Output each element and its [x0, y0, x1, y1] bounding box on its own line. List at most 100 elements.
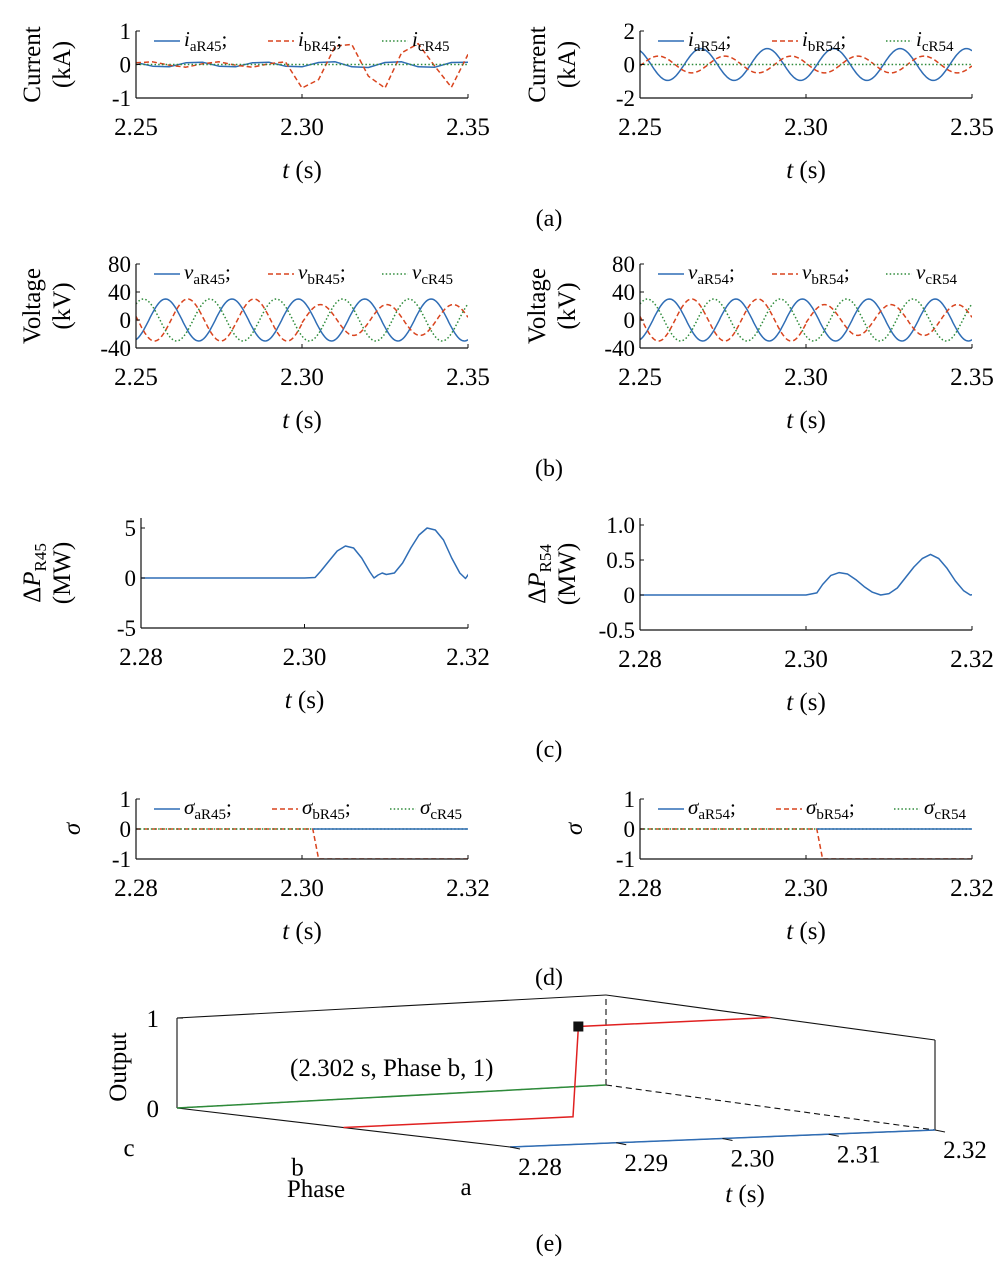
legend-label-cR54: σcR54: [924, 795, 967, 823]
legend-sub: aR54: [698, 807, 730, 823]
series-group-c_left: [141, 527, 468, 580]
x-tick-label: 2.30: [731, 1146, 775, 1173]
x-tick-label: 2.32: [446, 644, 490, 671]
series-b-d_right-0: [640, 828, 972, 859]
legend-a_left: iaR45; ibR45; icR45: [154, 27, 450, 55]
x-tick-label: 2.31: [837, 1141, 881, 1168]
legend-sub: cR45: [421, 272, 453, 288]
legend-sub: bR45: [312, 807, 345, 823]
x-axis-label-3d: t (s): [725, 1181, 765, 1208]
series-b-3d: [343, 1016, 771, 1129]
legend-label-cR45: vcR45: [412, 260, 453, 288]
x-tick-label: 2.30: [283, 644, 327, 671]
legend-sub: aR45: [190, 39, 222, 55]
legend-label-aR45: σaR45;: [184, 795, 232, 823]
y-tick-label: 40: [612, 280, 635, 305]
legend-label-aR54: σaR54;: [688, 795, 736, 823]
legend-sub: cR54: [925, 272, 957, 288]
x-tick: [828, 1133, 839, 1137]
captions-layer: (a) (b) (c) (d) (e): [535, 206, 563, 1257]
t-unit: (s): [289, 157, 322, 184]
legend-label-bR54: σbR54;: [806, 795, 855, 823]
y-axis-unit-c_right: (MW): [554, 543, 581, 605]
x-tick-label: 2.35: [950, 364, 994, 391]
t-unit: (s): [289, 918, 322, 945]
legend-var: σ: [924, 795, 936, 819]
phase-label-c: c: [123, 1135, 134, 1162]
p-sub: R45: [31, 543, 50, 571]
y-tick-label: 1.0: [606, 513, 635, 538]
legend-b_left: vaR45; vbR45; vcR45: [154, 260, 453, 288]
y-tick-label: 40: [108, 280, 131, 305]
phase-label-a: a: [460, 1174, 471, 1201]
legend-var: σ: [688, 795, 700, 819]
y-tick-label: 0.5: [606, 548, 635, 573]
x-axis-label-d_left: t (s): [282, 918, 322, 945]
y-tick-label: -2: [616, 86, 635, 111]
series-b-b_right-1: [640, 298, 807, 342]
y-axis-label-c_right: ΔPR54: [524, 544, 555, 604]
x-tick-label: 2.28: [618, 875, 662, 902]
y-axis-label-d_right: σ: [561, 821, 588, 835]
z-tick-label: 0: [147, 1096, 160, 1123]
series-group-d_right: [640, 828, 972, 859]
legend-var: σ: [184, 795, 196, 819]
x-tick-label: 2.32: [943, 1137, 987, 1164]
series-a-b_right-0: [640, 298, 972, 342]
x-tick: [616, 1142, 627, 1146]
y-tick-label: -40: [100, 336, 131, 361]
legend-sep: ;: [849, 795, 855, 819]
legend-label-cR45: σcR45: [420, 795, 462, 823]
y-tick-label: -1: [616, 847, 635, 872]
y-axis-label-c_left: ΔPR45: [19, 543, 50, 603]
legend-var: i: [916, 27, 922, 51]
x-tick-label: 2.29: [624, 1150, 668, 1177]
x-tick-label: 2.28: [518, 1154, 562, 1181]
p-var: P: [524, 572, 551, 588]
t-var: t: [786, 689, 794, 716]
x-tick-label: 2.30: [280, 875, 324, 902]
legend-sub: bR45: [304, 39, 337, 55]
series-a-c_left-0: [141, 527, 468, 580]
legend-sep: ;: [844, 260, 850, 284]
legend-b_right: vaR54; vbR54; vcR54: [658, 260, 957, 288]
chart-c_right: 1.0 0.5 0 -0.5 2.28 2.30 2.32 t (s) ΔPR54 (MW): [524, 513, 994, 716]
x-tick-label: 2.28: [114, 875, 158, 902]
x-axis-label-d_right: t (s): [786, 918, 826, 945]
y-tick-label: 2: [624, 19, 636, 44]
y-axis-label-a_left: Current: [19, 26, 46, 102]
legend-var: i: [298, 27, 304, 51]
x-tick-label: 2.35: [446, 364, 490, 391]
series-group-b_right: [640, 298, 972, 342]
legend-var: σ: [420, 795, 432, 819]
t-var: t: [725, 1181, 733, 1208]
p-sub: R54: [536, 544, 555, 573]
t-unit: (s): [732, 1181, 765, 1208]
y-axis-label-b_left: Voltage: [19, 268, 46, 344]
y-tick-label: -1: [112, 86, 131, 111]
series-b-b_left-1: [136, 298, 303, 342]
t-var: t: [786, 407, 794, 434]
y-axis-unit-b_right: (kV): [554, 282, 581, 329]
legend-sub: cR54: [934, 807, 966, 823]
legend-sub: bR45: [307, 272, 340, 288]
legend-sub: cR54: [922, 39, 954, 55]
legend-var: i: [184, 27, 190, 51]
legend-label-aR45: iaR45;: [184, 27, 227, 55]
x-tick: [722, 1137, 733, 1142]
x-tick-label: 2.32: [446, 875, 490, 902]
legend-label-aR54: vaR54;: [688, 260, 735, 288]
box-hidden-edge: [605, 1084, 936, 1131]
legend-sep: ;: [340, 260, 346, 284]
legend-a_right: iaR54; ibR54; icR54: [658, 27, 954, 55]
y-tick-label: -5: [117, 616, 136, 641]
annotation-marker: [573, 1021, 584, 1032]
y-tick-label: 0: [120, 53, 132, 78]
y-tick-label: 5: [125, 516, 137, 541]
series-group-d_left: [136, 828, 468, 859]
legend-label-bR54: ibR54;: [802, 27, 846, 55]
